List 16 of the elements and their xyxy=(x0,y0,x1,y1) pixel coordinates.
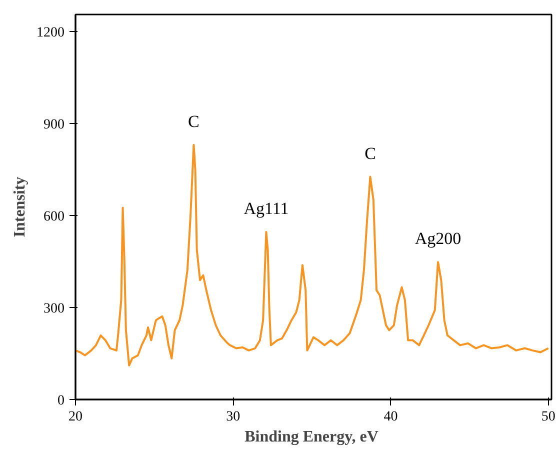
y-tick-label: 900 xyxy=(44,117,64,132)
x-tick-label: 40 xyxy=(384,410,398,424)
x-tick-label: 50 xyxy=(541,410,556,424)
annotation: C xyxy=(364,144,376,163)
annotation: Ag111 xyxy=(244,199,289,218)
y-axis-title: Intensity xyxy=(12,176,28,238)
x-tick-label: 30 xyxy=(226,410,240,424)
x-tick-label: 20 xyxy=(68,410,82,424)
y-tick-label: 300 xyxy=(44,301,64,316)
annotation: C xyxy=(188,112,200,131)
y-tick-label: 0 xyxy=(58,394,64,408)
annotation: Ag200 xyxy=(414,229,462,248)
y-tick-label: 600 xyxy=(44,209,64,224)
x-axis-title: Binding Energy, eV xyxy=(244,428,379,446)
y-tick-label: 1200 xyxy=(36,25,64,40)
line-series xyxy=(76,144,550,366)
